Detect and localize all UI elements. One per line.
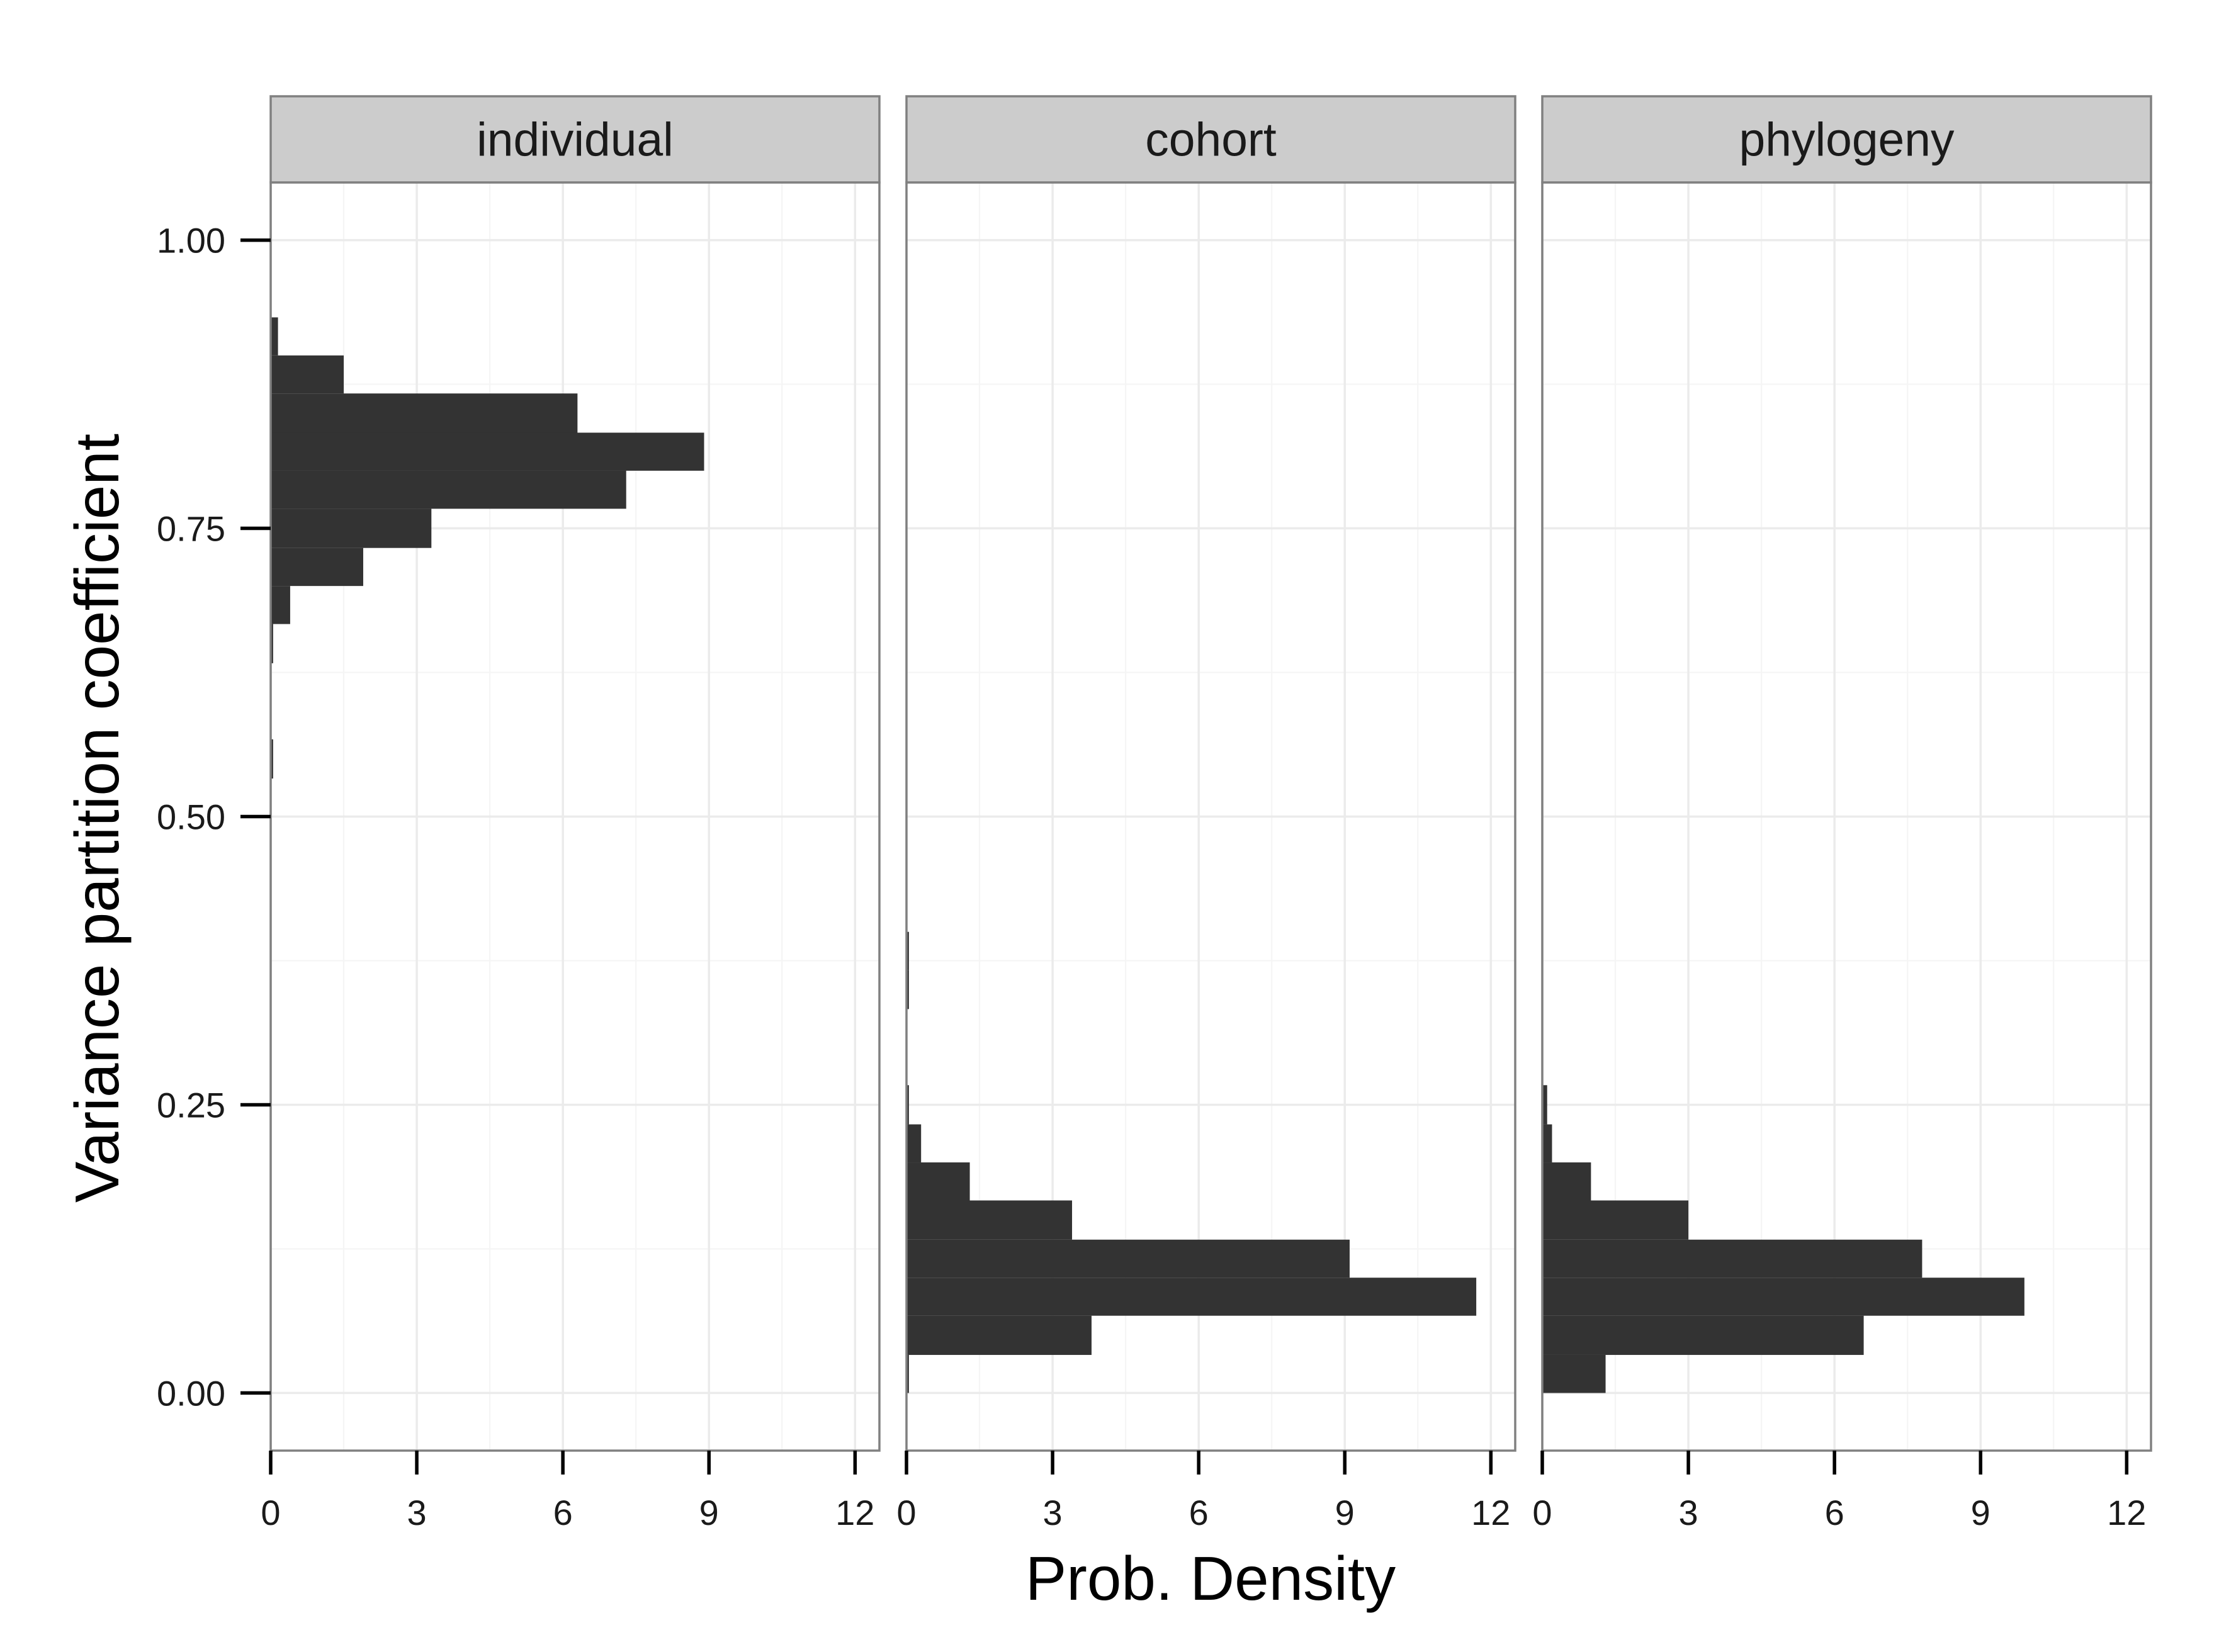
histogram-bar (1542, 1354, 1606, 1393)
histogram-bar (906, 970, 909, 1009)
histogram-bar (906, 1162, 970, 1201)
x-tick-label: 0 (261, 1493, 280, 1532)
x-tick-label: 3 (407, 1493, 427, 1532)
histogram-bar (906, 1239, 1350, 1278)
histogram-bar (1542, 1315, 1864, 1355)
y-tick-label: 0.75 (157, 509, 225, 549)
facet-panel-phylogeny: phylogeny 0 3 6 9 12 (1532, 95, 2152, 1532)
x-tick-label: 0 (896, 1493, 916, 1532)
x-tick-label: 6 (1189, 1493, 1209, 1532)
histogram-bar (906, 1200, 1073, 1240)
histogram-bar (1542, 1278, 2024, 1316)
histogram-bar (271, 739, 273, 779)
y-tick-label: 0.25 (157, 1085, 225, 1125)
histogram-bar (906, 1315, 1092, 1355)
panel-border (905, 181, 1516, 1452)
histogram-bar (271, 624, 273, 663)
facet-strip-label: cohort (1145, 113, 1277, 166)
x-tick-label: 3 (1679, 1493, 1698, 1532)
histogram-bar (271, 548, 363, 587)
facet-strip-phylogeny (1541, 95, 2152, 184)
histogram-bar (906, 1124, 922, 1163)
facet-strip-cohort (905, 95, 1516, 184)
facet-strip-label: individual (477, 113, 674, 166)
y-tick-label: 0.00 (157, 1373, 225, 1413)
x-axis-title: Prob. Density (1025, 1544, 1396, 1613)
x-tick-label: 0 (1532, 1493, 1552, 1532)
histogram-bar (1542, 1239, 1923, 1278)
histogram-bar (271, 586, 290, 624)
x-tick-label: 9 (699, 1493, 719, 1532)
y-tick-label: 0.50 (157, 797, 225, 837)
panel-border (1541, 181, 2152, 1452)
histogram-bar (271, 393, 578, 433)
histogram-bar (1542, 1162, 1591, 1201)
histogram-bar (271, 432, 704, 471)
histogram-bar (271, 470, 626, 509)
facet-panel-individual: individual 0 3 6 9 12 (261, 95, 881, 1532)
x-tick-label: 6 (553, 1493, 573, 1532)
histogram-bar (906, 1278, 1477, 1316)
facet-strip-individual (269, 95, 881, 184)
x-tick-label: 9 (1335, 1493, 1355, 1532)
facet-panel-cohort: cohort 0 3 6 9 12 (896, 95, 1516, 1532)
y-axis-title: Variance partition coefficient (62, 434, 132, 1203)
histogram-bar (271, 509, 432, 548)
x-tick-label: 9 (1971, 1493, 1990, 1532)
histogram-bar (1542, 1085, 1547, 1125)
x-tick-label: 12 (1471, 1493, 1510, 1532)
x-tick-label: 6 (1825, 1493, 1844, 1532)
facet-panels: individual 0 3 6 9 12 cohort 0 3 6 9 12 phylogeny 0 3 6… (261, 95, 2152, 1532)
histogram-bar (1542, 1200, 1689, 1240)
histogram-bar (906, 1354, 909, 1393)
histogram-bar (271, 355, 344, 394)
x-tick-label: 12 (2107, 1493, 2146, 1532)
y-axis: 0.00 0.25 0.50 0.75 1.00 (157, 221, 271, 1413)
facet-strip-label: phylogeny (1739, 113, 1955, 166)
histogram-bar (906, 931, 909, 970)
y-tick-label: 1.00 (157, 221, 225, 261)
x-tick-label: 12 (835, 1493, 874, 1532)
histogram-bar (1542, 1124, 1552, 1163)
histogram-bar (906, 1085, 909, 1125)
histogram-bar (271, 317, 278, 356)
x-tick-label: 3 (1043, 1493, 1063, 1532)
